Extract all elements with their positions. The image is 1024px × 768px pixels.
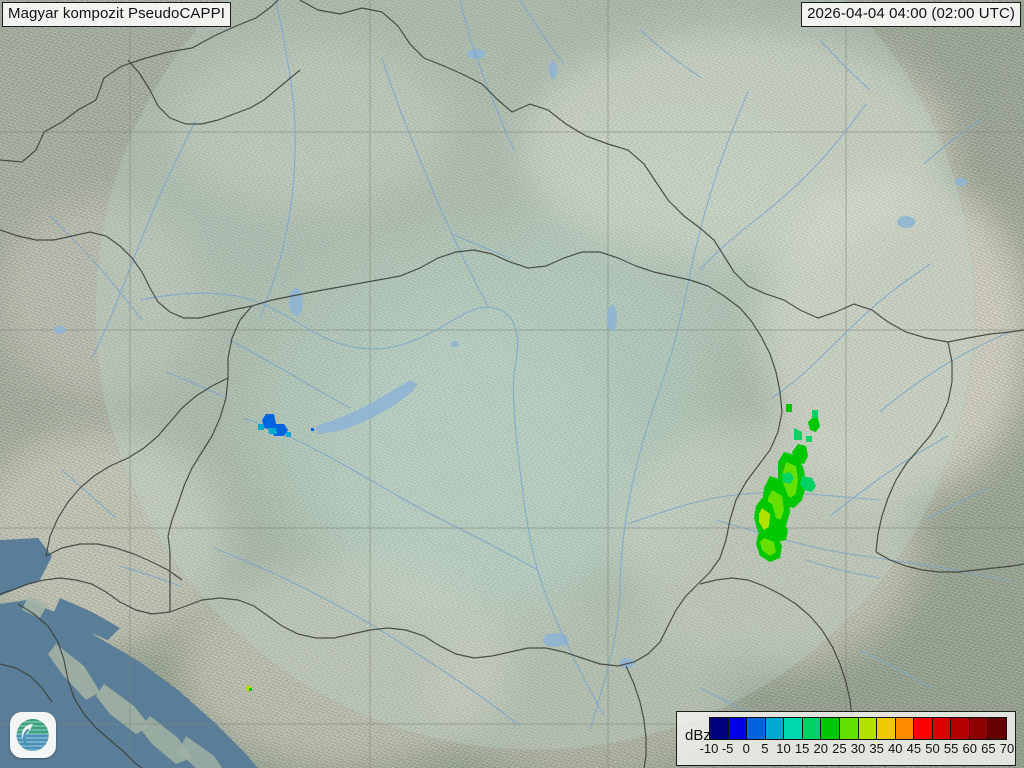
timestamp-label: 2026-04-04 04:00 (02:00 UTC) xyxy=(801,2,1021,27)
legend-tick: 25 xyxy=(832,741,847,756)
legend-unit-label: dBz xyxy=(685,727,711,744)
legend-tick: 0 xyxy=(742,741,750,756)
legend-tick: 35 xyxy=(869,741,884,756)
legend-swatch-7 xyxy=(839,718,859,739)
legend-swatch-8 xyxy=(858,718,878,739)
dbz-legend: dBz -10 -5 0 5 10 15 20 25 30 35 40 45 50 55 60 65 70 xyxy=(676,711,1016,766)
legend-tick: -10 xyxy=(699,741,719,756)
legend-swatch-15 xyxy=(988,718,1006,739)
page-title: Magyar kompozit PseudoCAPPI xyxy=(2,2,231,27)
legend-tick: 10 xyxy=(776,741,791,756)
legend-tick: 50 xyxy=(925,741,940,756)
legend-swatch-6 xyxy=(821,718,840,739)
legend-swatch-12 xyxy=(932,718,952,739)
legend-tick: 20 xyxy=(813,741,828,756)
legend-tick: 40 xyxy=(888,741,903,756)
legend-tick: 60 xyxy=(962,741,977,756)
highland-shade xyxy=(0,200,200,400)
legend-tick: 70 xyxy=(999,741,1015,756)
legend-tick: -5 xyxy=(721,741,734,756)
legend-swatch-4 xyxy=(784,718,803,739)
main-green-cell xyxy=(754,404,820,562)
legend-tick: 15 xyxy=(794,741,810,756)
met-service-logo[interactable] xyxy=(10,712,56,758)
legend-swatch-3 xyxy=(765,718,785,739)
legend-swatch-1 xyxy=(728,718,748,739)
legend-tick: 55 xyxy=(943,741,959,756)
spiral-icon xyxy=(16,718,49,751)
legend-tick: 65 xyxy=(981,741,996,756)
legend-tick-labels: -10 -5 0 5 10 15 20 25 30 35 40 45 50 55 60 65 70 xyxy=(700,741,1015,761)
highland-shade xyxy=(170,40,450,210)
legend-swatch-9 xyxy=(877,718,896,739)
legend-swatch-2 xyxy=(747,718,766,739)
legend-swatch-10 xyxy=(895,718,915,739)
legend-swatch-5 xyxy=(802,718,822,739)
legend-swatch-13 xyxy=(951,718,970,739)
small-blue-cell xyxy=(258,414,314,437)
lowland-shade xyxy=(120,120,370,330)
legend-color-bar xyxy=(709,717,1007,740)
legend-swatch-14 xyxy=(969,718,989,739)
highland-shade xyxy=(180,560,510,768)
micro-cell xyxy=(246,686,252,691)
legend-swatch-11 xyxy=(914,718,933,739)
legend-swatch-0 xyxy=(710,718,729,739)
legend-tick: 5 xyxy=(761,741,769,756)
legend-tick: 30 xyxy=(850,741,866,756)
legend-tick: 45 xyxy=(906,741,922,756)
